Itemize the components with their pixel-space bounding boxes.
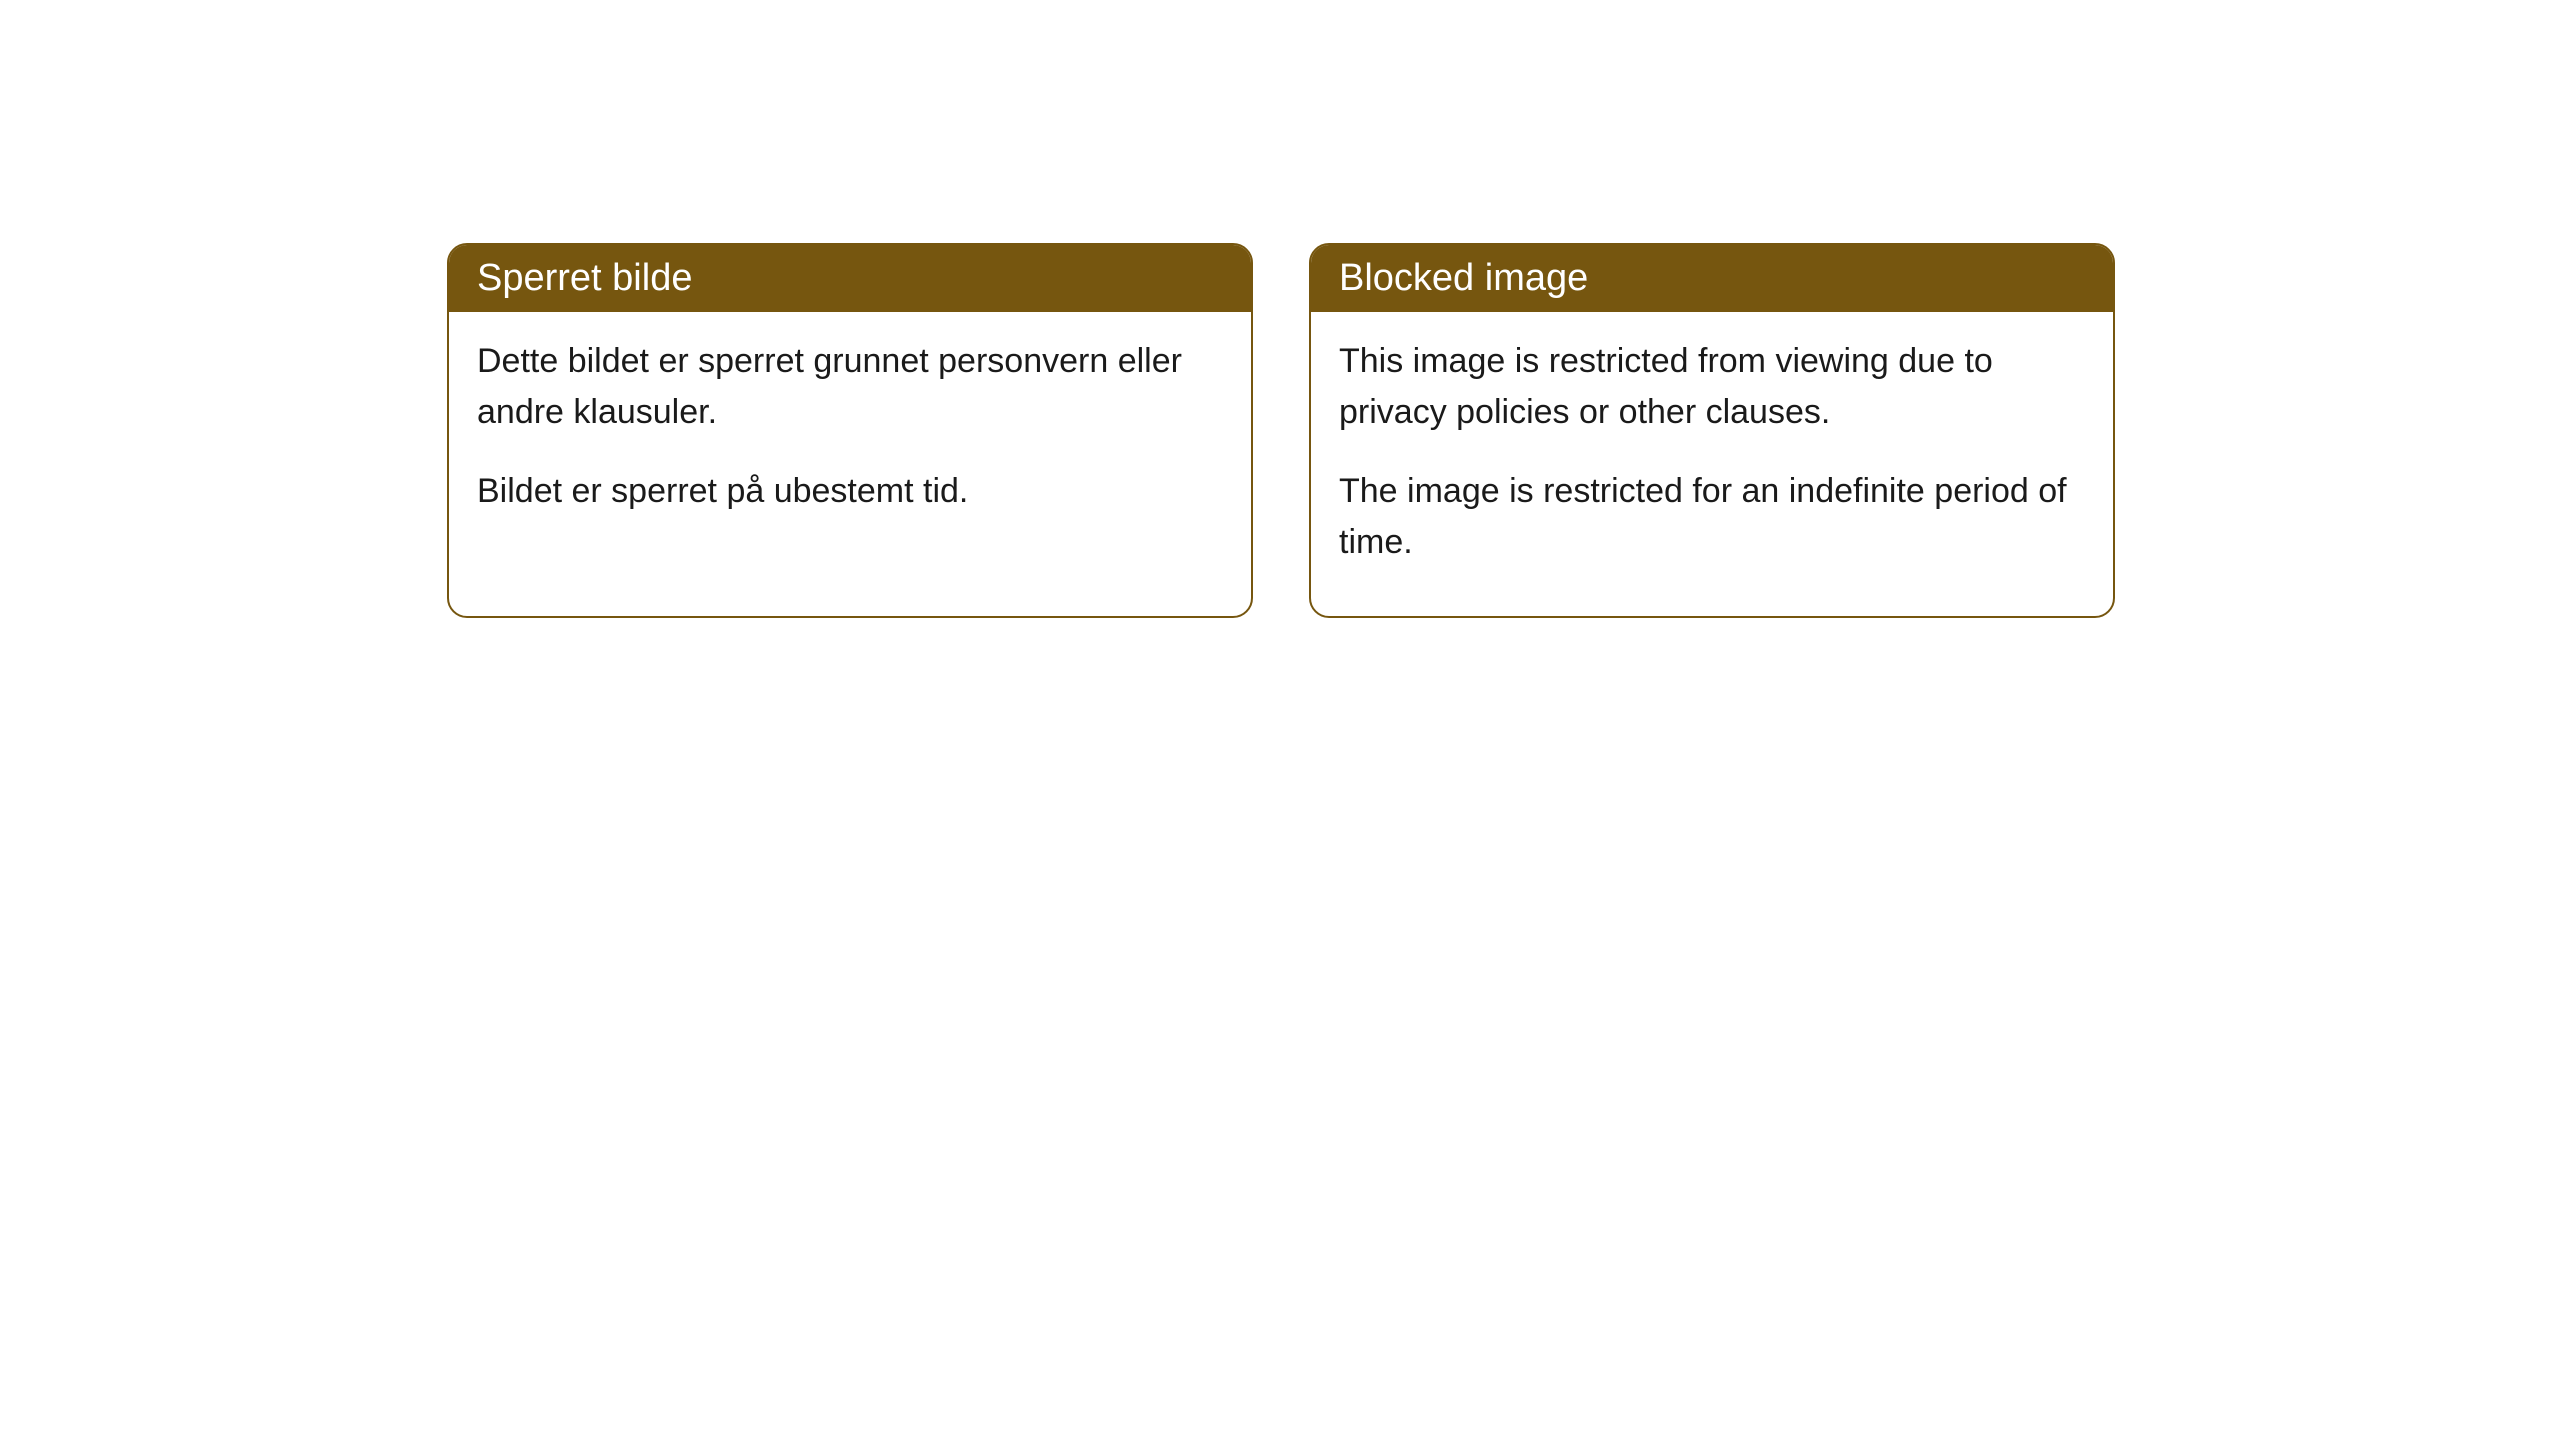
card-paragraph-2-no: Bildet er sperret på ubestemt tid. xyxy=(477,466,1223,517)
card-header-no: Sperret bilde xyxy=(449,245,1251,312)
card-paragraph-1-en: This image is restricted from viewing du… xyxy=(1339,336,2085,438)
card-title-no: Sperret bilde xyxy=(477,257,692,299)
card-paragraph-2-en: The image is restricted for an indefinit… xyxy=(1339,466,2085,568)
card-body-en: This image is restricted from viewing du… xyxy=(1311,312,2113,616)
card-body-no: Dette bildet er sperret grunnet personve… xyxy=(449,312,1251,565)
card-title-en: Blocked image xyxy=(1339,257,1588,299)
card-paragraph-1-no: Dette bildet er sperret grunnet personve… xyxy=(477,336,1223,438)
blocked-image-card-no: Sperret bilde Dette bildet er sperret gr… xyxy=(447,243,1253,618)
card-header-en: Blocked image xyxy=(1311,245,2113,312)
blocked-image-card-en: Blocked image This image is restricted f… xyxy=(1309,243,2115,618)
cards-container: Sperret bilde Dette bildet er sperret gr… xyxy=(0,0,2560,618)
